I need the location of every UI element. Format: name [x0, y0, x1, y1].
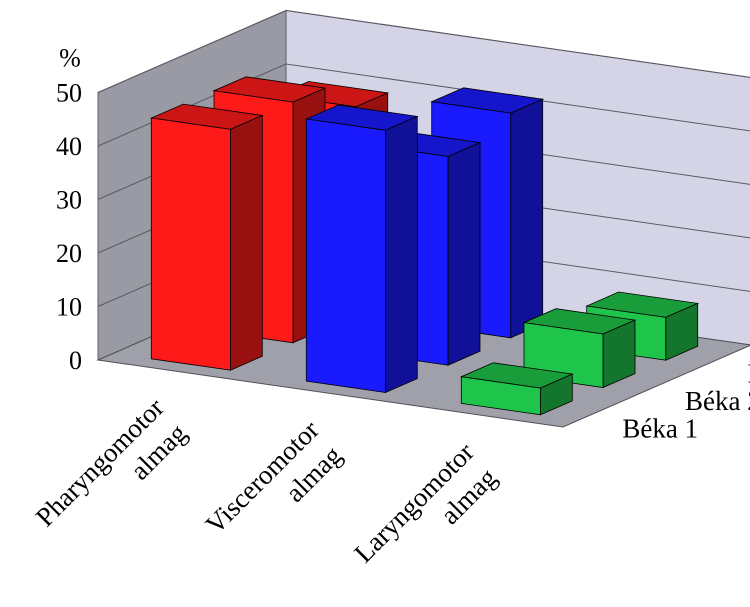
y-tick-label: 10 [56, 293, 82, 322]
y-tick-label: 30 [56, 186, 82, 215]
bar-side [384, 115, 418, 394]
bar-front [305, 118, 386, 393]
y-axis: 0 10 20 30 40 50% [56, 44, 82, 376]
y-tick-label: 20 [56, 239, 82, 268]
bar-side [447, 141, 481, 366]
series-label: Béka 1 [622, 413, 698, 443]
bars [149, 76, 700, 416]
category-label: Laryngomotoralmag [348, 437, 504, 593]
y-tick-label: 40 [56, 132, 82, 161]
category-label: Visceromotoralmag [200, 415, 349, 564]
series-label: Béka 2 [685, 386, 750, 416]
bar-front [150, 117, 231, 371]
bar-front [460, 376, 541, 416]
y-unit-label: % [59, 44, 81, 73]
bar [459, 362, 574, 416]
gridline [97, 9, 750, 93]
bar-side [229, 114, 263, 371]
bar-side [510, 98, 544, 339]
y-tick-label: 50 [56, 79, 82, 108]
bar [149, 103, 264, 371]
series-label: Béka 3 [748, 359, 750, 389]
bar [304, 104, 419, 394]
category-label: Pharyngomotoralmag [30, 392, 194, 556]
y-tick-label: 0 [69, 346, 82, 375]
